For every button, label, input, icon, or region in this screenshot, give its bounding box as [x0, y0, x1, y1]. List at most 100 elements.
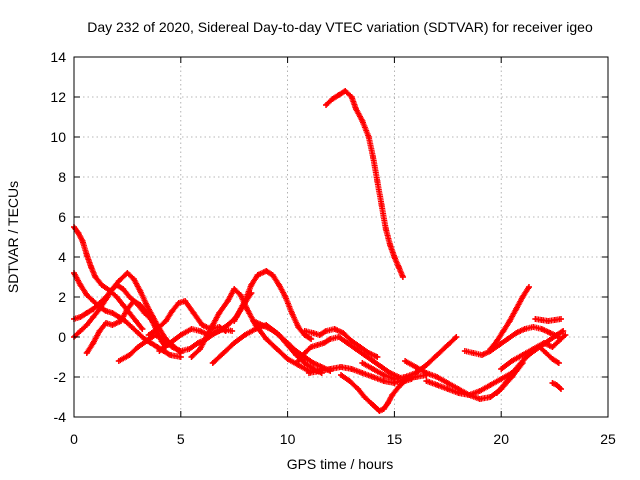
data-point — [143, 302, 150, 308]
data-point — [267, 326, 274, 332]
data-point — [124, 270, 131, 276]
data-point — [461, 348, 468, 354]
data-point — [357, 344, 364, 350]
data-point — [282, 294, 289, 300]
data-point — [391, 254, 398, 260]
data-point — [391, 376, 398, 382]
data-point — [370, 358, 377, 364]
data-point — [182, 298, 189, 304]
x-tick-label: 0 — [70, 431, 78, 447]
data-point — [231, 340, 238, 346]
data-point — [346, 378, 353, 384]
data-point — [308, 344, 315, 350]
y-tick-label: 0 — [58, 329, 66, 345]
data-point — [508, 358, 515, 364]
data-point — [124, 306, 131, 312]
series-arc-k — [231, 268, 315, 342]
data-point — [496, 342, 503, 348]
data-point — [504, 336, 511, 342]
data-point — [540, 340, 547, 346]
data-point — [231, 286, 238, 292]
axis-ticks: 0 5 10 15 20 25 -4 -2 0 2 4 6 8 10 12 14 — [50, 49, 616, 447]
data-point — [320, 340, 327, 346]
data-point — [135, 330, 142, 336]
data-point — [197, 346, 204, 352]
data-point — [177, 332, 184, 338]
chart-title: Day 232 of 2020, Sidereal Day-to-day VTE… — [87, 19, 593, 35]
data-point — [487, 382, 494, 388]
data-point — [96, 306, 103, 312]
data-point — [190, 310, 197, 316]
data-point — [327, 366, 334, 372]
data-point — [90, 306, 97, 312]
data-point — [79, 238, 86, 244]
series-arc-w — [487, 284, 532, 352]
data-point — [370, 366, 377, 372]
data-point — [453, 334, 460, 340]
y-tick-label: 10 — [50, 129, 66, 145]
data-point — [305, 370, 312, 376]
series-arc-u — [461, 324, 562, 358]
data-point — [367, 400, 374, 406]
data-point — [237, 292, 244, 298]
data-point — [395, 384, 402, 390]
data-point — [558, 386, 565, 392]
data-point — [154, 344, 161, 350]
x-tick-label: 25 — [600, 431, 616, 447]
series-arc-aa — [549, 380, 565, 392]
data-point — [139, 326, 146, 332]
data-point — [399, 274, 406, 280]
y-tick-label: -2 — [54, 369, 67, 385]
data-point — [194, 340, 201, 346]
data-point — [498, 366, 505, 372]
data-point — [365, 350, 372, 356]
data-point — [549, 344, 556, 350]
data-point — [359, 118, 366, 124]
data-point — [137, 302, 144, 308]
data-point — [543, 350, 550, 356]
x-tick-label: 5 — [177, 431, 185, 447]
data-point — [444, 380, 451, 386]
data-point — [323, 102, 330, 108]
data-point — [162, 318, 169, 324]
data-point — [109, 322, 116, 328]
data-point — [519, 358, 526, 364]
data-point — [209, 322, 216, 328]
data-point — [338, 372, 344, 378]
data-point — [103, 296, 110, 302]
data-point — [513, 330, 520, 336]
data-point — [83, 322, 90, 328]
series-trace-arc-p — [323, 88, 406, 280]
data-point — [549, 380, 556, 386]
x-axis-title: GPS time / hours — [287, 456, 394, 472]
x-tick-label: 20 — [493, 431, 509, 447]
data-point — [387, 242, 394, 248]
data-point — [308, 336, 315, 342]
data-point — [329, 96, 336, 102]
data-point — [423, 378, 430, 384]
data-point — [137, 288, 144, 294]
data-point — [284, 340, 291, 346]
data-point — [177, 348, 184, 354]
data-point — [560, 328, 567, 334]
data-point — [511, 368, 518, 374]
series-arc-e — [83, 298, 169, 356]
data-point — [90, 298, 97, 304]
data-point — [103, 308, 110, 314]
data-point — [88, 264, 95, 270]
data-point — [434, 374, 441, 380]
data-point — [130, 298, 137, 304]
data-point — [248, 282, 255, 288]
data-point — [519, 294, 526, 300]
y-tick-label: 6 — [58, 209, 66, 225]
data-point — [372, 404, 379, 410]
data-point — [241, 298, 248, 304]
data-point — [444, 386, 451, 392]
data-point — [378, 202, 385, 208]
data-point — [188, 354, 195, 360]
data-point — [92, 274, 99, 280]
data-point — [115, 278, 122, 284]
data-point — [250, 318, 257, 324]
data-point — [355, 386, 362, 392]
